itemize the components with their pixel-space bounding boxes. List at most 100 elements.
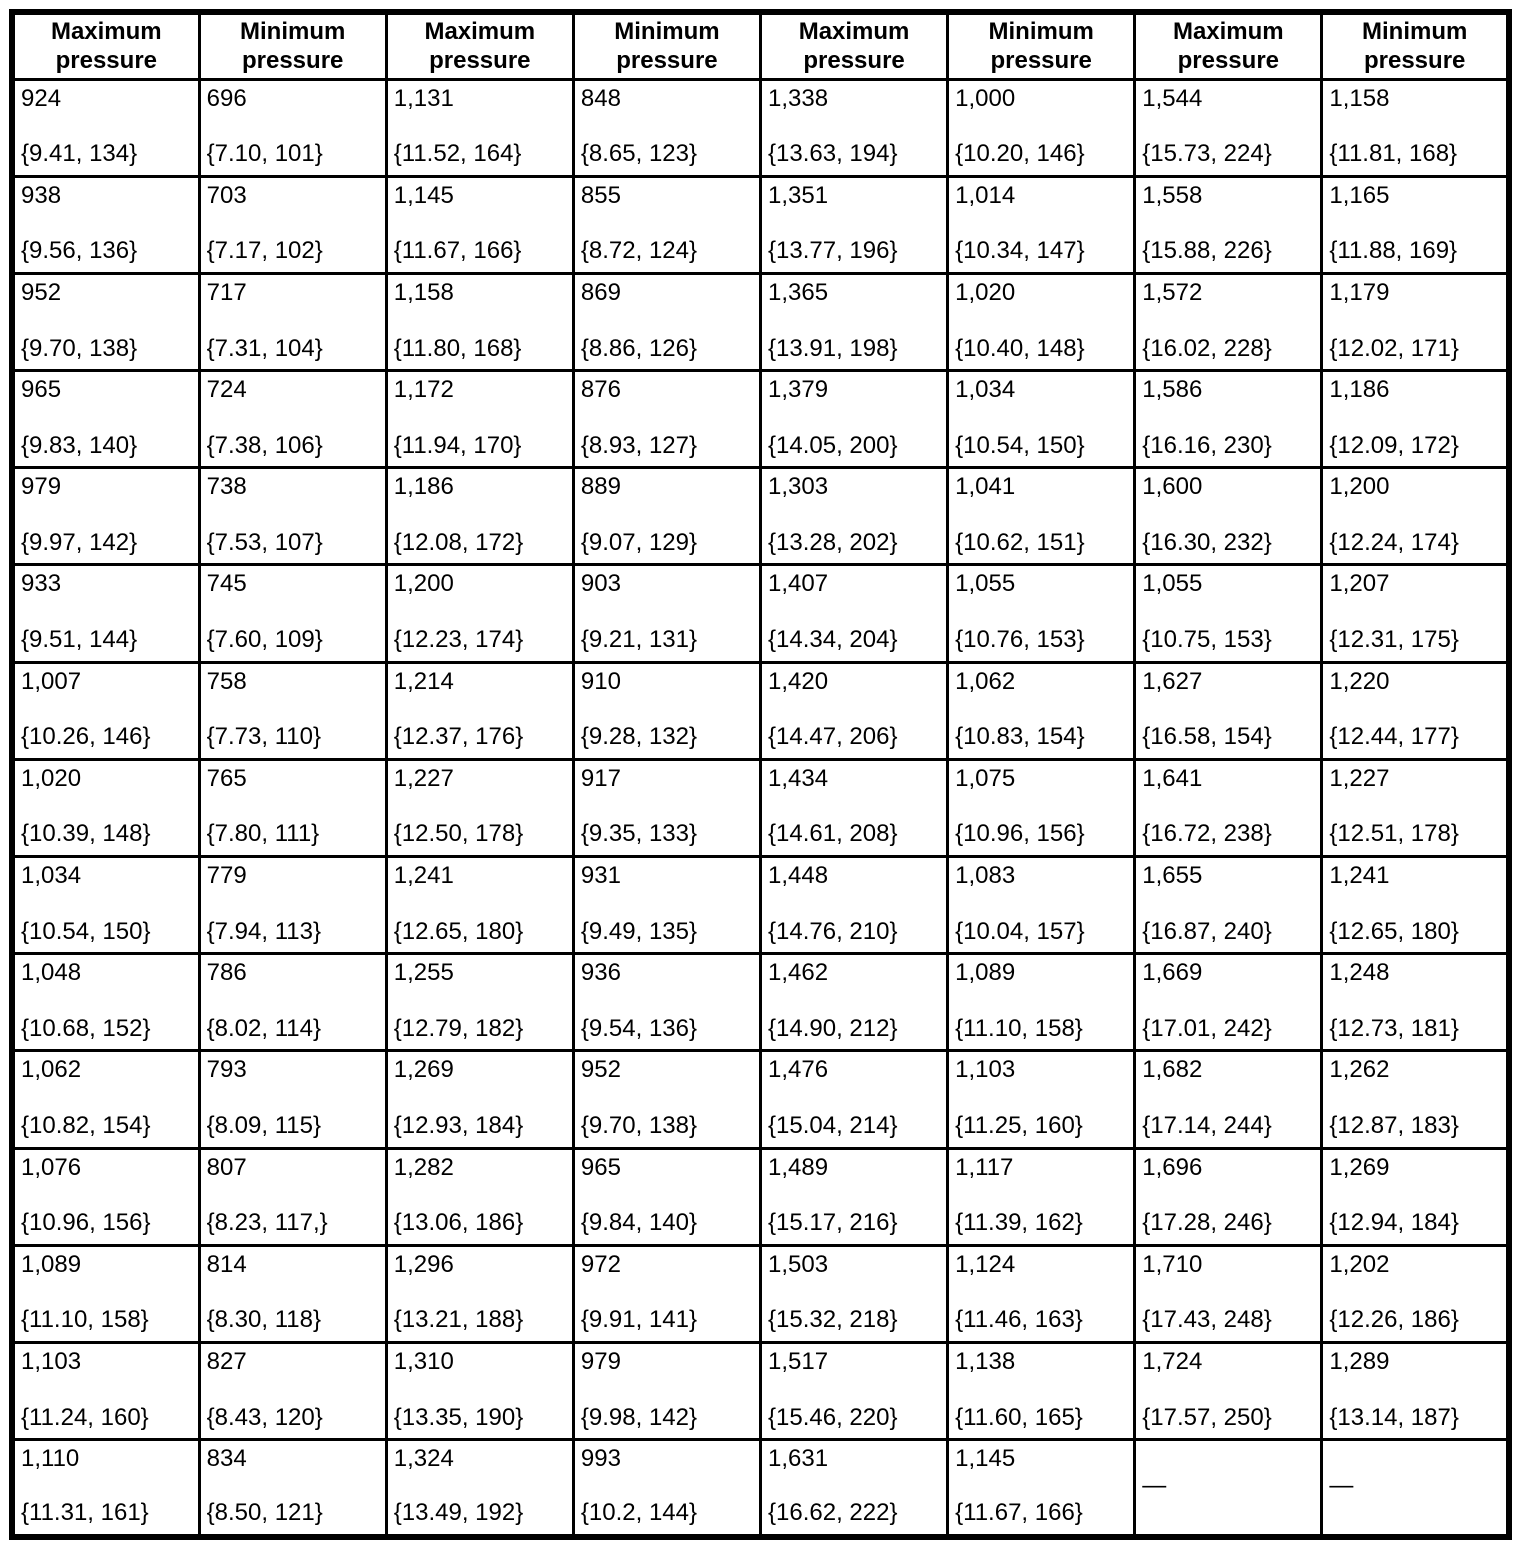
- cell-value: 717: [206, 278, 247, 306]
- table-row: 952 {9.70, 138} 717 {7.31, 104} 1,158 {11.80,…: [10, 271, 1511, 373]
- table-cell: 1,014 {10.34, 147}: [946, 174, 1137, 275]
- pressure-table: Maximum pressure Minimum pressure Maximum …: [9, 9, 1512, 1540]
- cell-value: 924: [21, 84, 62, 112]
- table-cell: 979 {9.97, 142}: [10, 466, 201, 567]
- cell-value: 1,062: [955, 667, 1016, 695]
- table-cell: 1,365 {13.91, 198}: [758, 271, 950, 373]
- cell-range: {15.73, 224}: [1142, 140, 1272, 168]
- table-cell: 1,255 {12.79, 182}: [384, 952, 575, 1053]
- table-cell: 917 {9.35, 133}: [571, 757, 763, 859]
- cell-range: {12.73, 181}: [1329, 1014, 1459, 1042]
- cell-value: 1,103: [21, 1347, 82, 1375]
- cell-value: 1,586: [1142, 376, 1203, 404]
- table-row: 938 {9.56, 136} 703 {7.17, 102} 1,145 {11.67,…: [10, 174, 1511, 275]
- table-cell: 1,103 {11.25, 160}: [946, 1049, 1137, 1150]
- cell-value: 1,241: [393, 862, 454, 890]
- cell-range: {7.10, 101}: [206, 140, 323, 168]
- table-cell: 1,117 {11.39, 162}: [946, 1146, 1137, 1247]
- cell-range: {16.72, 238}: [1142, 820, 1272, 848]
- table-row: 1,007 {10.26, 146} 758 {7.73, 110} 1,214 {12.…: [10, 660, 1511, 761]
- cell-range: {9.83, 140}: [21, 431, 138, 459]
- table-cell: 1,158 {11.80, 168}: [384, 271, 575, 373]
- table-cell: 1,324 {13.49, 192}: [384, 1438, 575, 1539]
- table-cell: 848 {8.65, 123}: [571, 77, 763, 178]
- table-cell: 993 {10.2, 144}: [571, 1438, 763, 1539]
- cell-value: 1,083: [955, 862, 1016, 890]
- cell-range: {10.54, 150}: [955, 431, 1085, 459]
- cell-range: {10.68, 152}: [21, 1014, 151, 1042]
- cell-value: 1,131: [393, 84, 454, 112]
- table-cell: 1,055 {10.75, 153}: [1133, 563, 1324, 664]
- cell-range: {13.14, 187}: [1329, 1403, 1459, 1431]
- cell-range: {12.93, 184}: [393, 1112, 524, 1139]
- table-cell: 903 {9.21, 131}: [571, 563, 763, 664]
- cell-value: 1,227: [1329, 764, 1390, 792]
- column-header-maximum-pressure: Maximum pressure: [384, 10, 575, 81]
- cell-value: 703: [206, 181, 247, 209]
- cell-value: 933: [21, 570, 62, 598]
- table-cell: 1,200 {12.23, 174}: [384, 563, 575, 664]
- column-header-maximum-pressure: Maximum pressure: [10, 10, 201, 81]
- cell-range: {8.09, 115}: [206, 1112, 321, 1139]
- cell-value: 1,269: [1329, 1153, 1390, 1181]
- table-cell: 1,076 {10.96, 156}: [10, 1146, 201, 1247]
- cell-value: 952: [580, 1056, 621, 1084]
- table-cell: 1,669 {17.01, 242}: [1133, 952, 1324, 1053]
- table-cell: 1,558 {15.88, 226}: [1133, 174, 1324, 275]
- cell-value: 1,696: [1142, 1153, 1203, 1181]
- table-cell: 1,296 {13.21, 188}: [384, 1243, 575, 1344]
- cell-range: {8.50, 121}: [206, 1499, 323, 1527]
- cell-range: {11.80, 168}: [393, 334, 522, 362]
- table-cell: 1,696 {17.28, 246}: [1133, 1146, 1324, 1247]
- cell-range: {9.70, 138}: [580, 1112, 697, 1139]
- cell-range: {7.17, 102}: [206, 237, 323, 265]
- column-header-label: Maximum pressure: [424, 18, 536, 75]
- cell-range: {11.67, 166}: [393, 237, 522, 265]
- table-cell: 1,710 {17.43, 248}: [1133, 1243, 1324, 1344]
- cell-range: {12.79, 182}: [393, 1014, 524, 1042]
- table-cell: 1,303 {13.28, 202}: [758, 466, 950, 567]
- cell-range: {15.04, 214}: [768, 1112, 898, 1139]
- table-cell: 1,220 {12.44, 177}: [1320, 660, 1511, 761]
- table-cell: 745 {7.60, 109}: [197, 563, 388, 664]
- cell-range: {11.94, 170}: [393, 431, 522, 459]
- cell-value: 1,186: [393, 473, 454, 501]
- table-cell: 779 {7.94, 113}: [197, 855, 388, 956]
- table-cell: 979 {9.98, 142}: [571, 1340, 763, 1442]
- cell-range: {14.05, 200}: [768, 431, 898, 459]
- table-cell: 1,034 {10.54, 150}: [946, 369, 1137, 470]
- column-header-label: Minimum pressure: [1362, 18, 1468, 75]
- cell-range: {9.84, 140}: [580, 1209, 697, 1237]
- cell-value: 1,241: [1329, 862, 1390, 890]
- cell-value: 1,448: [768, 862, 829, 890]
- cell-value: 1,310: [393, 1347, 454, 1375]
- cell-range: {16.58, 154}: [1142, 723, 1272, 751]
- cell-range: {11.60, 165}: [955, 1403, 1083, 1431]
- table-cell: 814 {8.30, 118}: [197, 1243, 388, 1344]
- cell-value: 1,202: [1329, 1250, 1390, 1278]
- table-cell: 876 {8.93, 127}: [571, 369, 763, 470]
- cell-value: 1,262: [1329, 1056, 1390, 1084]
- cell-range: {12.26, 186}: [1329, 1306, 1459, 1334]
- table-cell: 924 {9.41, 134}: [10, 77, 201, 178]
- cell-range: {12.37, 176}: [393, 723, 524, 751]
- cell-value: 1,572: [1142, 278, 1203, 306]
- table-cell: 869 {8.86, 126}: [571, 271, 763, 373]
- table-cell: 1,227 {12.51, 178}: [1320, 757, 1511, 859]
- table-cell: 1,055 {10.76, 153}: [946, 563, 1137, 664]
- cell-value: 1,089: [955, 959, 1016, 987]
- cell-value: 1,138: [955, 1347, 1016, 1375]
- cell-range: {12.23, 174}: [393, 626, 524, 654]
- cell-value: 1,282: [393, 1153, 454, 1181]
- cell-range: {17.01, 242}: [1142, 1014, 1272, 1042]
- cell-value: 1,055: [1142, 570, 1203, 598]
- cell-range: {10.40, 148}: [955, 334, 1085, 362]
- cell-value: 1,062: [21, 1056, 82, 1084]
- table-cell: 1,448 {14.76, 210}: [758, 855, 950, 956]
- cell-value: 910: [580, 667, 621, 695]
- cell-value: 1,165: [1329, 181, 1390, 209]
- table-cell: 933 {9.51, 144}: [10, 563, 201, 664]
- cell-range: {13.06, 186}: [393, 1209, 524, 1237]
- table-cell: 1,310 {13.35, 190}: [384, 1340, 575, 1442]
- cell-value: 1,655: [1142, 862, 1203, 890]
